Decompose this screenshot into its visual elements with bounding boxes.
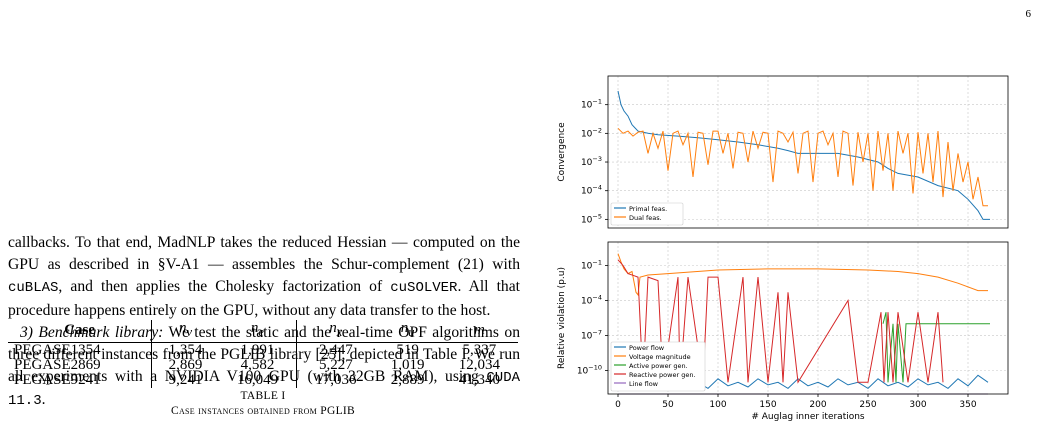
y-tick-label: 10−4 bbox=[581, 293, 602, 306]
table-cell: 2,447 bbox=[296, 342, 375, 358]
table-cases: Case nv ne nx nu m PEGASE1354 1,354 1,991 2,447 5… bbox=[8, 320, 518, 388]
table-cell: 1,354 bbox=[151, 342, 219, 358]
y-tick-exponent: −1 bbox=[592, 98, 602, 106]
legend-label: Power flow bbox=[629, 344, 665, 352]
table-cell: 16,049 bbox=[236, 372, 279, 388]
legend-label: Reactive power gen. bbox=[629, 371, 696, 379]
legend-label: Voltage magnitude bbox=[629, 353, 691, 361]
y-tick-exponent: −4 bbox=[592, 184, 602, 192]
x-tick-label: 350 bbox=[959, 400, 976, 410]
p1-run-1: cuBLAS bbox=[8, 280, 59, 297]
table-header-n-v: nv bbox=[151, 320, 219, 343]
p1-run-0: callbacks. To that end, MadNLP takes the… bbox=[8, 234, 520, 274]
table-row: PEGASE1354 1,354 1,991 2,447 519 5,337 bbox=[8, 342, 518, 358]
x-tick-label: 150 bbox=[759, 400, 776, 410]
table-header-row: Case nv ne nx nu m bbox=[8, 320, 518, 343]
legend-label: Dual feas. bbox=[629, 214, 662, 222]
plot-frame bbox=[607, 241, 1009, 395]
y-axis-label: Relative violation (p.u) bbox=[557, 267, 567, 369]
x-tick-label: 50 bbox=[662, 400, 674, 410]
y-tick-exponent: −4 bbox=[592, 293, 602, 301]
y-tick-exponent: −7 bbox=[592, 329, 602, 337]
series-line-primal-feas bbox=[617, 90, 990, 220]
table-cell: PEGASE1354 bbox=[14, 342, 101, 358]
table-row: PEGASE2869 2,869 4,582 5,227 1,019 12,034 bbox=[8, 358, 518, 373]
table-body: PEGASE1354 1,354 1,991 2,447 519 5,337 PEGASE2… bbox=[8, 342, 518, 388]
table-header-n-x: nx bbox=[296, 320, 375, 343]
x-tick-label: 200 bbox=[809, 400, 826, 410]
chart-panel-1: 10−1 10−2 10−3 10−4 10−5 Convergence Primal fe… bbox=[557, 75, 1009, 229]
y-tick-exponent: −10 bbox=[588, 364, 602, 372]
x-tick-label: 0 bbox=[615, 400, 621, 410]
y-axis-label: Convergence bbox=[557, 122, 567, 182]
table-header-n-u: nu bbox=[374, 320, 441, 343]
table-cell: 1,019 bbox=[390, 357, 425, 373]
p1-run-4: . All that procedure happens entirely on… bbox=[8, 278, 520, 319]
table-cell: 5,337 bbox=[462, 342, 497, 358]
p2-run-2: . bbox=[41, 391, 46, 409]
table-cell: PEGASE9241 bbox=[14, 372, 101, 388]
x-tick-label: 250 bbox=[859, 400, 876, 410]
table-cell: 1,991 bbox=[240, 342, 275, 358]
plot-frame bbox=[607, 75, 1009, 229]
table-cell: 17,036 bbox=[296, 373, 375, 388]
y-tick-label: 10−1 bbox=[581, 98, 602, 111]
series-line-dual-feas bbox=[617, 127, 988, 207]
table-cell: PEGASE2869 bbox=[14, 357, 101, 373]
chart-panel-2: 10−1 10−4 10−7 10−10 Relative violation (p.u… bbox=[557, 241, 1009, 422]
legend-box bbox=[610, 202, 684, 226]
table-cell: 12,034 bbox=[458, 357, 501, 373]
y-tick-exponent: −1 bbox=[592, 258, 602, 266]
x-axis-label: # Auglag inner iterations bbox=[751, 412, 865, 422]
x-tick-label: 300 bbox=[909, 400, 926, 410]
series-line-voltage-magnitude bbox=[617, 253, 988, 297]
table-header-n-e: ne bbox=[218, 320, 297, 343]
y-tick-label: 10−7 bbox=[581, 329, 602, 342]
table-header-case: Case bbox=[8, 320, 152, 343]
y-tick-label: 10−2 bbox=[581, 126, 602, 139]
p1-run-3: cuSOLVER bbox=[390, 280, 458, 297]
page-number: 6 bbox=[1025, 8, 1032, 20]
table-header-m: m bbox=[440, 320, 518, 343]
convergence-figure: 10−1 10−2 10−3 10−4 10−5 Convergence Primal fe… bbox=[557, 75, 1009, 422]
y-tick-label: 10−10 bbox=[577, 364, 602, 377]
table-cell: 5,227 bbox=[296, 358, 375, 373]
y-tick-exponent: −3 bbox=[592, 155, 602, 163]
table-cell: 41,340 bbox=[458, 372, 501, 388]
legend-label: Primal feas. bbox=[629, 205, 667, 213]
x-tick-label: 100 bbox=[709, 400, 726, 410]
paragraph-schur: callbacks. To that end, MadNLP takes the… bbox=[8, 232, 520, 322]
table-cell: 2,869 bbox=[151, 358, 219, 373]
legend-label: Line flow bbox=[629, 380, 659, 388]
series-line-reactive-power-gen bbox=[617, 259, 944, 384]
y-tick-label: 10−4 bbox=[581, 184, 602, 197]
table-caption-label: TABLE I bbox=[240, 390, 286, 402]
p1-run-2: , and then applies the Cholesky factoriz… bbox=[58, 278, 391, 296]
table-caption-text: Case instances obtained from PGLIB bbox=[171, 405, 355, 417]
y-tick-exponent: −2 bbox=[592, 126, 602, 134]
legend-label: Active power gen. bbox=[629, 362, 688, 370]
y-tick-label: 10−3 bbox=[581, 155, 602, 168]
table-cell: 519 bbox=[396, 342, 419, 358]
table-cell: 4,582 bbox=[240, 357, 275, 373]
table-row: PEGASE9241 9,241 16,049 17,036 2,889 41,340 bbox=[8, 373, 518, 388]
series-line-active-power-gen bbox=[882, 312, 990, 383]
legend-box bbox=[610, 341, 706, 392]
table-cases-wrap: Case nv ne nx nu m PEGASE1354 1,354 1,991 2,447 5… bbox=[8, 320, 518, 417]
table-cell: 9,241 bbox=[151, 373, 219, 388]
y-tick-label: 10−5 bbox=[581, 212, 602, 225]
y-tick-label: 10−1 bbox=[581, 258, 602, 271]
y-tick-exponent: −5 bbox=[592, 212, 602, 220]
table-cell: 2,889 bbox=[390, 372, 425, 388]
p2-run-1: CUDA 11.3 bbox=[8, 370, 520, 410]
